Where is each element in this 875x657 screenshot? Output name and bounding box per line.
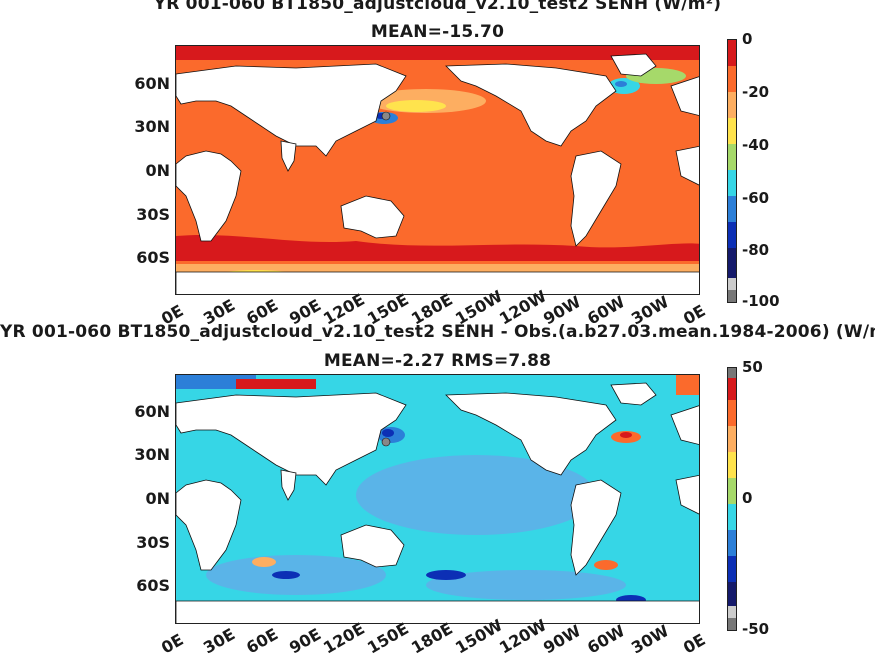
bottom-lon-label: 120E xyxy=(320,618,368,657)
bottom-lon-label: 30E xyxy=(200,624,239,657)
bottom-lat-label-0n: 0N xyxy=(145,489,170,508)
top-lat-label-60n: 60N xyxy=(134,74,170,93)
bottom-lon-label: 90E xyxy=(286,624,325,657)
bottom-lon-label: 30W xyxy=(628,621,673,657)
bottom-map-field xyxy=(176,375,699,623)
bottom-colorbar-label: -50 xyxy=(742,620,770,638)
top-colorbar-label: -20 xyxy=(742,83,770,101)
top-map xyxy=(175,45,700,295)
bottom-lon-label: 60E xyxy=(243,624,282,657)
top-colorbar-label: -80 xyxy=(742,241,770,259)
bottom-lat-label-60s: 60S xyxy=(136,576,170,595)
bottom-lon-label: 0E xyxy=(680,629,709,657)
bottom-title-line2: MEAN=-2.27 RMS=7.88 xyxy=(323,351,552,371)
bottom-lat-label-30s: 30S xyxy=(136,533,170,552)
bottom-lat-label-30n: 30N xyxy=(134,445,170,464)
bottom-lon-label: 0E xyxy=(158,629,187,657)
top-title-line2: MEAN=-15.70 xyxy=(370,22,505,42)
top-lat-label-60s: 60S xyxy=(136,248,170,267)
bottom-title-line1: YR 001-060 BT1850_adjustcloud_v2.10_test… xyxy=(0,322,875,342)
top-colorbar-label: 0 xyxy=(742,30,753,48)
top-colorbar-label: -60 xyxy=(742,189,770,207)
bottom-colorbar-label: 0 xyxy=(742,489,753,507)
top-colorbar-label: -100 xyxy=(742,292,780,310)
bottom-map xyxy=(175,374,700,624)
bottom-lon-label: 150E xyxy=(364,618,412,657)
top-title-line1: YR 001-060 BT1850_adjustcloud_v2.10_test… xyxy=(153,0,722,14)
bottom-lon-label: 180E xyxy=(408,618,456,657)
top-colorbar xyxy=(727,39,737,303)
top-map-field xyxy=(176,46,699,294)
top-lat-label-0n: 0N xyxy=(145,161,170,180)
bottom-colorbar xyxy=(727,367,737,631)
top-lat-label-30n: 30N xyxy=(134,117,170,136)
bottom-colorbar-label: 50 xyxy=(742,358,763,376)
bottom-lon-label: 60W xyxy=(584,621,629,657)
top-lat-label-30s: 30S xyxy=(136,205,170,224)
top-colorbar-label: -40 xyxy=(742,136,770,154)
bottom-lat-label-60n: 60N xyxy=(134,402,170,421)
